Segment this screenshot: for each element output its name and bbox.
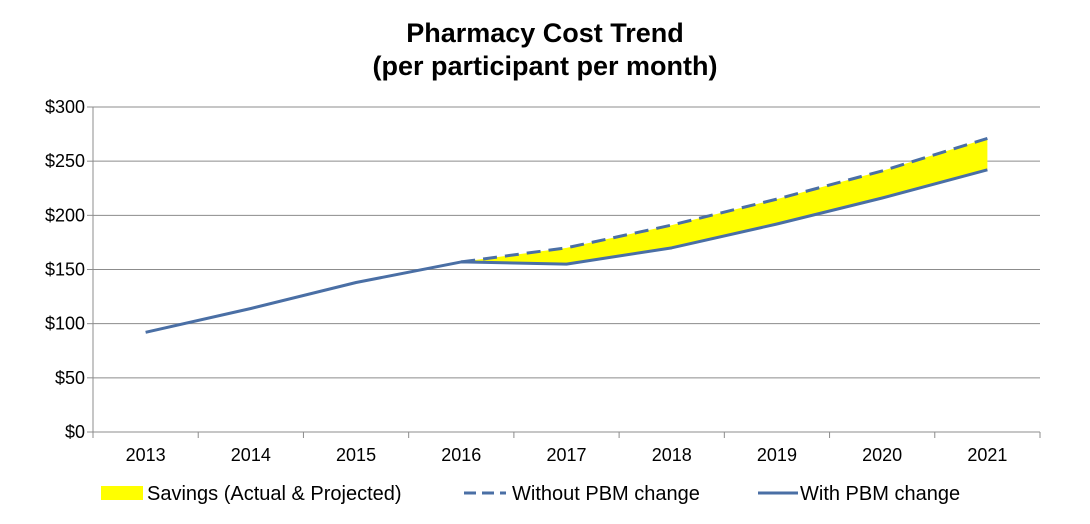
series-lines	[144, 136, 989, 334]
x-tick-label-2015: 2015	[336, 445, 376, 465]
x-tick-label-2018: 2018	[652, 445, 692, 465]
x-tick-label-2017: 2017	[546, 445, 586, 465]
point-with-pbm-change-2015	[354, 281, 358, 285]
legend-key-savings-actual-projected	[101, 486, 143, 500]
legend-label-without-pbm-change: Without PBM change	[512, 483, 700, 505]
chart-title-line-2: (per participant per month)	[372, 51, 718, 81]
point-with-pbm-change-2018	[670, 246, 674, 250]
point-without-pbm-change-2017	[565, 246, 569, 250]
gridlines	[93, 106, 1040, 433]
legend: Savings (Actual & Projected) Without PBM …	[101, 483, 960, 505]
axes: $0 $50 $100 $150 $200 $250 $300 2013 2014 2015 201…	[45, 97, 1041, 465]
savings-area	[461, 138, 988, 265]
y-tick-label-200: $200	[45, 205, 85, 225]
point-with-pbm-change-2021	[985, 168, 989, 172]
point-without-pbm-change-2019	[775, 197, 779, 201]
legend-label-with-pbm-change: With PBM change	[800, 483, 960, 505]
legend-label-savings-actual-projected: Savings (Actual & Projected)	[147, 483, 402, 505]
point-without-pbm-change-2016	[459, 260, 463, 264]
y-tick-label-100: $100	[45, 314, 85, 334]
x-tick-label-2016: 2016	[441, 445, 481, 465]
series-line-with-pbm-change	[145, 168, 988, 334]
chart-title-line-1: Pharmacy Cost Trend	[406, 18, 684, 48]
y-tick-label-250: $250	[45, 151, 85, 171]
x-tick-label-2021: 2021	[967, 445, 1007, 465]
point-without-pbm-change-2020	[880, 169, 884, 173]
x-tick-label-2019: 2019	[757, 445, 797, 465]
chart-title: Pharmacy Cost Trend (per participant per…	[0, 17, 1090, 83]
y-tick-label-300: $300	[45, 97, 85, 117]
y-tick-label-0: $0	[65, 422, 85, 442]
point-with-pbm-change-2020	[880, 196, 884, 200]
point-with-pbm-change-2013	[144, 330, 148, 334]
point-with-pbm-change-2017	[565, 262, 569, 266]
point-without-pbm-change-2018	[670, 223, 674, 227]
x-tick-label-2020: 2020	[862, 445, 902, 465]
point-with-pbm-change-2019	[775, 222, 779, 226]
y-tick-label-150: $150	[45, 260, 85, 280]
series-line-without-pbm-change	[461, 136, 988, 264]
savings-area-layer	[461, 138, 988, 265]
point-with-pbm-change-2014	[249, 307, 253, 311]
y-tick-label-50: $50	[55, 368, 85, 388]
x-tick-label-2013: 2013	[126, 445, 166, 465]
x-tick-label-2014: 2014	[231, 445, 271, 465]
point-without-pbm-change-2021	[985, 136, 989, 140]
